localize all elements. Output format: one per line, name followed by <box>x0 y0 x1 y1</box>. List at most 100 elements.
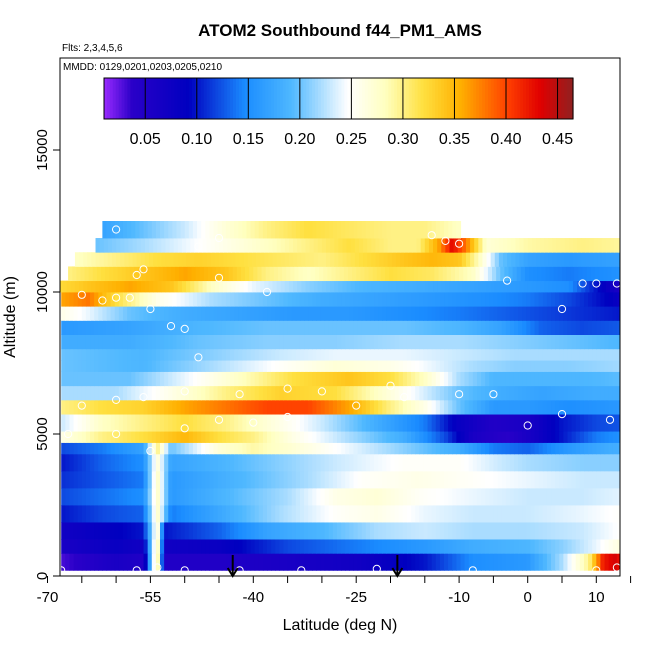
heatmap-cell <box>234 292 239 307</box>
heatmap-cell <box>262 470 268 489</box>
heatmap-cell <box>509 360 515 372</box>
heatmap-cell <box>181 280 187 293</box>
heatmap-cell <box>386 334 392 350</box>
heatmap-cell <box>406 453 412 472</box>
heatmap-cell <box>394 505 400 523</box>
heatmap-cell <box>616 539 620 554</box>
heatmap-cell <box>209 334 215 350</box>
heatmap-cell <box>592 539 597 554</box>
heatmap-cell <box>287 399 293 415</box>
heatmap-cell <box>73 385 79 401</box>
heatmap-cell <box>489 360 494 372</box>
heatmap-cell <box>600 320 606 335</box>
heatmap-cell <box>538 487 544 506</box>
heatmap-cell <box>139 360 145 372</box>
heatmap-cell <box>481 399 486 415</box>
heatmap-cell <box>94 360 99 372</box>
heatmap-cell <box>238 539 243 554</box>
heatmap-cell <box>90 453 95 472</box>
heatmap-cell <box>246 453 252 472</box>
heatmap-cell <box>374 320 379 335</box>
heatmap-cell <box>505 414 511 432</box>
heatmap-cell <box>234 487 239 506</box>
heatmap-cell <box>444 414 449 432</box>
heatmap-cell <box>246 414 252 432</box>
heatmap-cell <box>568 280 574 293</box>
heatmap-cell <box>151 470 157 489</box>
heatmap-cell <box>411 414 416 432</box>
heatmap-cell <box>419 453 425 472</box>
heatmap-cell <box>608 371 614 387</box>
heatmap-cell <box>431 334 437 350</box>
heatmap-cell <box>179 266 184 282</box>
heatmap-cell <box>357 292 363 307</box>
heatmap-cell <box>151 505 157 523</box>
heatmap-cell <box>394 470 400 489</box>
heatmap-cell <box>427 487 433 506</box>
heatmap-cell <box>131 470 136 489</box>
heatmap-cell <box>592 442 597 455</box>
heatmap-cell <box>147 431 153 443</box>
heatmap-cell <box>153 252 158 267</box>
heatmap-cell <box>238 522 243 540</box>
heatmap-cell <box>110 553 116 571</box>
heatmap-cell <box>542 431 548 443</box>
heatmap-cell <box>583 320 589 335</box>
heatmap-cell <box>332 320 338 335</box>
heatmap-cell <box>400 252 405 267</box>
heatmap-cell <box>320 442 326 455</box>
heatmap-cell <box>625 443 630 455</box>
heatmap-cell <box>336 453 342 472</box>
heatmap-cell <box>199 266 205 282</box>
heatmap-cell <box>522 348 527 361</box>
heatmap-cell <box>90 385 95 401</box>
heatmap-cell <box>394 334 400 350</box>
heatmap-cell <box>324 505 330 523</box>
heatmap-cell <box>361 487 367 506</box>
heatmap-cell <box>94 453 99 472</box>
heatmap-cell <box>398 371 404 387</box>
heatmap-cell <box>250 431 256 443</box>
heatmap-cell <box>596 306 602 321</box>
heatmap-cell <box>567 553 573 571</box>
heatmap-cell <box>217 360 223 372</box>
heatmap-cell <box>468 470 474 489</box>
heatmap-cell <box>353 399 359 415</box>
heatmap-cell <box>621 335 626 350</box>
heatmap-cell <box>456 306 462 321</box>
heatmap-cell <box>439 348 445 361</box>
heatmap-cell <box>589 280 595 293</box>
heatmap-cell <box>398 399 404 415</box>
heatmap-cell <box>192 320 198 335</box>
heatmap-cell <box>505 505 511 523</box>
heatmap-cell <box>217 371 223 387</box>
heatmap-cell <box>65 487 71 506</box>
heatmap-cell <box>555 442 560 455</box>
heatmap-cell <box>574 266 580 282</box>
heatmap-cell <box>472 320 478 335</box>
heatmap-cell <box>555 385 560 401</box>
heatmap-cell <box>192 522 198 540</box>
heatmap-cell <box>98 470 103 489</box>
heatmap-cell <box>168 505 173 523</box>
heatmap-cell <box>312 470 318 489</box>
heatmap-cell <box>106 399 112 415</box>
heatmap-cell <box>201 505 206 523</box>
heatmap-cell <box>427 470 433 489</box>
heatmap-cell <box>642 539 647 554</box>
heatmap-cell <box>168 320 173 335</box>
heatmap-cell <box>219 252 224 267</box>
heatmap-cell <box>205 522 210 540</box>
heatmap-cell <box>320 306 326 321</box>
heatmap-cell <box>61 431 66 443</box>
heatmap-cell <box>160 334 165 350</box>
heatmap-cell <box>394 360 400 372</box>
heatmap-cell <box>143 522 149 540</box>
heatmap-cell <box>571 442 577 455</box>
heatmap-cell <box>122 334 128 350</box>
heatmap-cell <box>102 371 108 387</box>
heatmap-cell <box>417 266 423 282</box>
heatmap-cell <box>526 453 532 472</box>
heatmap-cell <box>509 539 515 554</box>
heatmap-cell <box>127 371 132 387</box>
